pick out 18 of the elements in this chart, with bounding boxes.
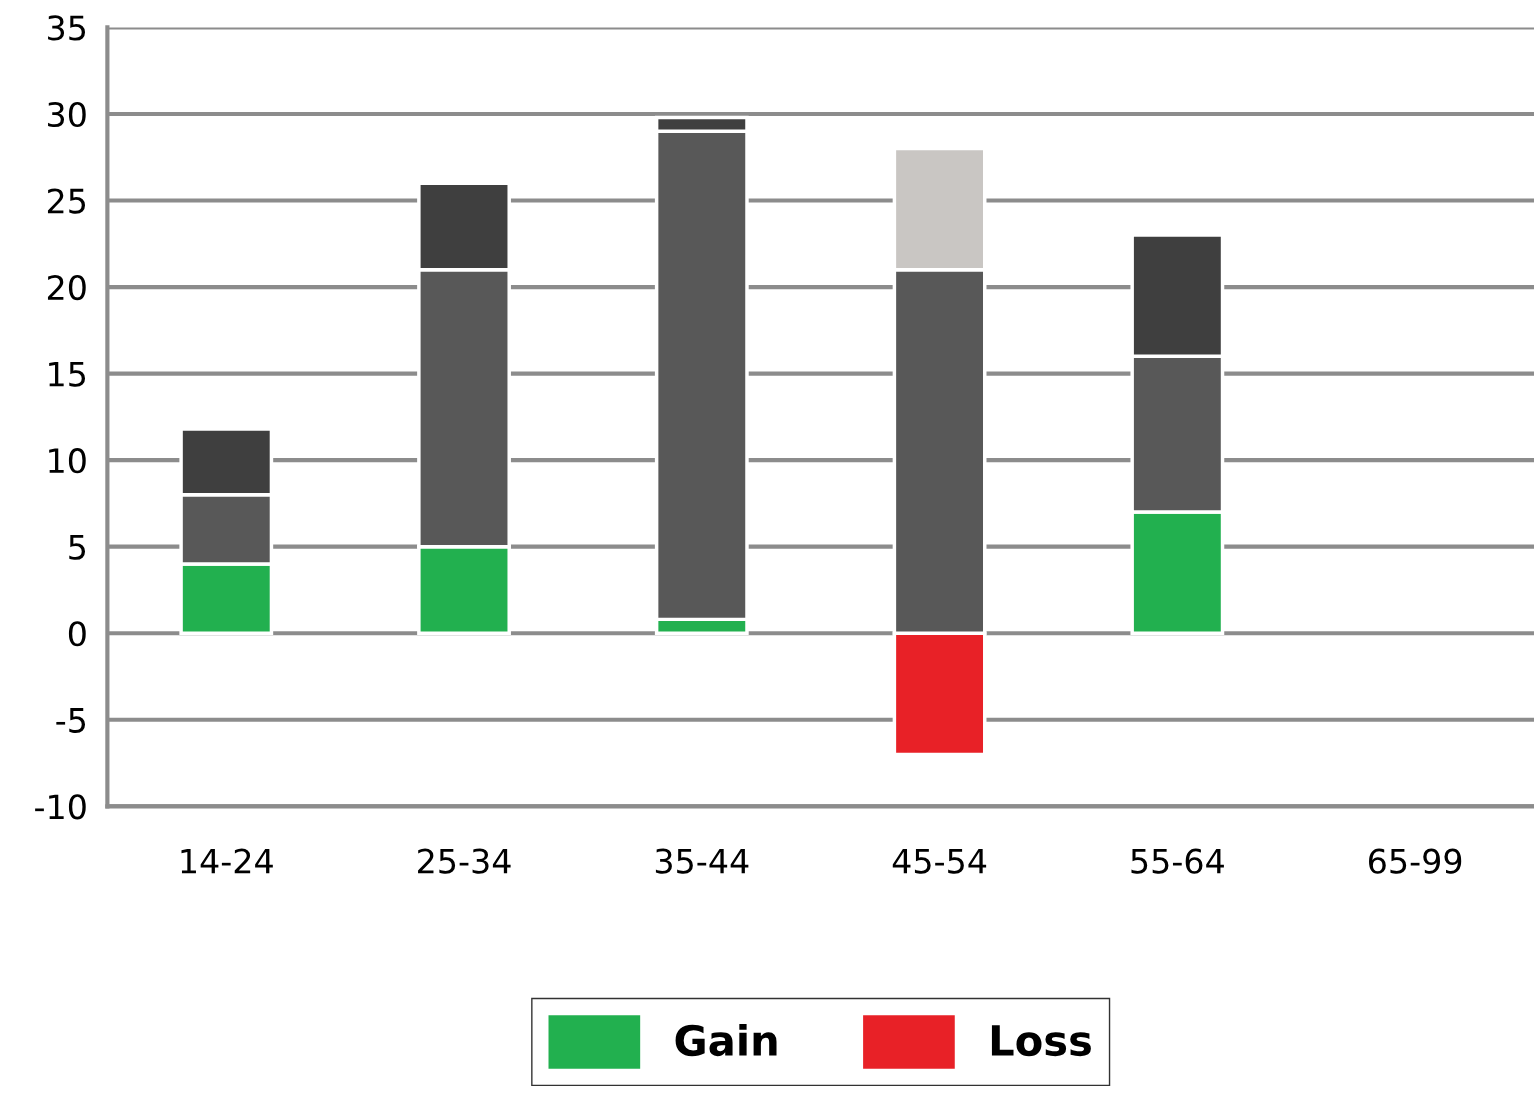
y-tick-label: 30 xyxy=(48,101,86,128)
y-tick-label: 25 xyxy=(47,188,86,214)
legend-label: Gain xyxy=(675,1023,777,1057)
y-tick-label: 5 xyxy=(69,535,86,560)
x-tick-label: 35-44 xyxy=(655,848,749,874)
y-tick-label: 0 xyxy=(68,621,86,647)
x-tick-label: 25-34 xyxy=(418,848,511,874)
x-tick-label: 65-99 xyxy=(1369,848,1462,874)
x-tick-label: 55-64 xyxy=(1131,848,1224,874)
y-tick-label: 15 xyxy=(49,361,86,387)
y-tick-label: -10 xyxy=(35,794,86,820)
legend-label: Loss xyxy=(991,1025,1091,1057)
x-tick-label: 14-24 xyxy=(181,848,273,874)
y-tick-label: 10 xyxy=(49,448,86,474)
y-tick-label: 20 xyxy=(47,274,86,301)
y-tick-label: 35 xyxy=(48,15,86,41)
y-tick-label: -5 xyxy=(56,708,86,733)
x-tick-label: 45-54 xyxy=(892,848,987,874)
